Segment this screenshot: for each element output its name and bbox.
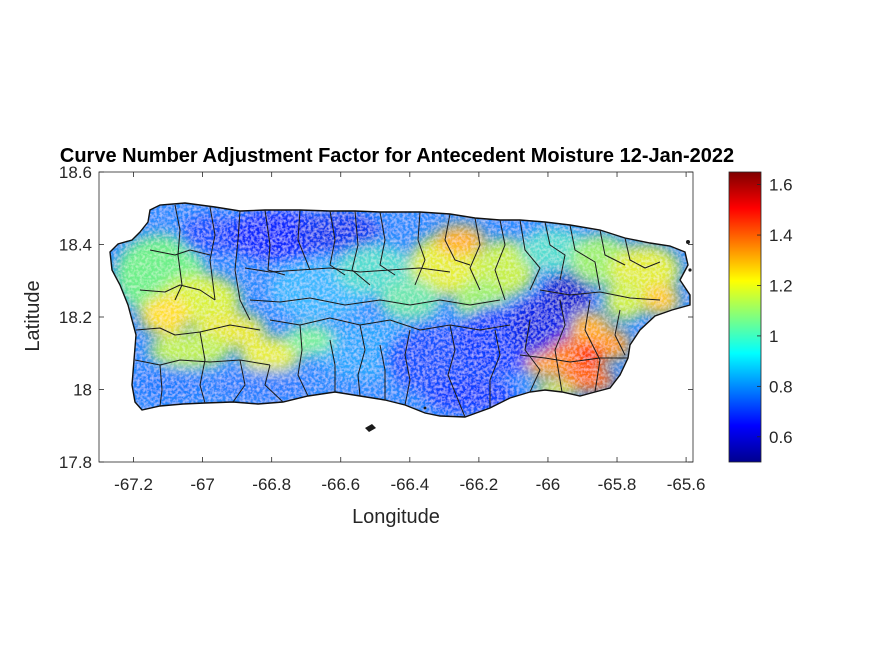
x-tick-label: -66.6 — [321, 475, 360, 494]
y-tick-label: 18.6 — [59, 163, 92, 182]
chart-title: Curve Number Adjustment Factor for Antec… — [60, 145, 734, 167]
x-tick-label: -65.6 — [667, 475, 706, 494]
x-tick-label: -66.2 — [460, 475, 499, 494]
y-tick-label: 18 — [73, 381, 92, 400]
x-axis-label: Longitude — [352, 506, 440, 528]
x-axis: -67.2 -67 -66.8 -66.6 -66.4 -66.2 -66 -65.8 -65.… — [114, 172, 705, 494]
x-tick-label: -67 — [190, 475, 215, 494]
municipal-boundaries — [134, 204, 661, 418]
heatmap-field — [110, 203, 690, 417]
colorbar-tick-label: 0.8 — [769, 377, 793, 396]
colorbar-tick-label: 1.2 — [769, 276, 793, 295]
y-tick-label: 17.8 — [59, 453, 92, 472]
y-tick-label: 18.4 — [59, 236, 92, 255]
x-tick-label: -65.8 — [598, 475, 637, 494]
colorbar-tick-label: 0.6 — [769, 428, 793, 447]
offshore-islet — [686, 240, 690, 244]
colorbar-tick-label: 1.6 — [769, 176, 793, 195]
colorbar-tick-label: 1.4 — [769, 226, 793, 245]
y-axis-label: Latitude — [22, 280, 44, 351]
colorbar-ticks: 1.6 1.4 1.2 1 0.8 0.6 — [757, 176, 793, 447]
x-tick-label: -66 — [536, 475, 561, 494]
y-tick-label: 18.2 — [59, 308, 92, 327]
island-outline — [109, 202, 691, 418]
x-tick-label: -67.2 — [114, 475, 153, 494]
y-axis: 18.6 18.4 18.2 18 17.8 — [59, 163, 693, 472]
colorbar — [728, 171, 762, 463]
offshore-islet — [423, 406, 427, 410]
x-tick-label: -66.8 — [252, 475, 291, 494]
colorbar-tick-label: 1 — [769, 327, 778, 346]
x-tick-label: -66.4 — [390, 475, 429, 494]
offshore-islet — [688, 268, 692, 272]
caja-de-muertos-island — [365, 424, 376, 432]
